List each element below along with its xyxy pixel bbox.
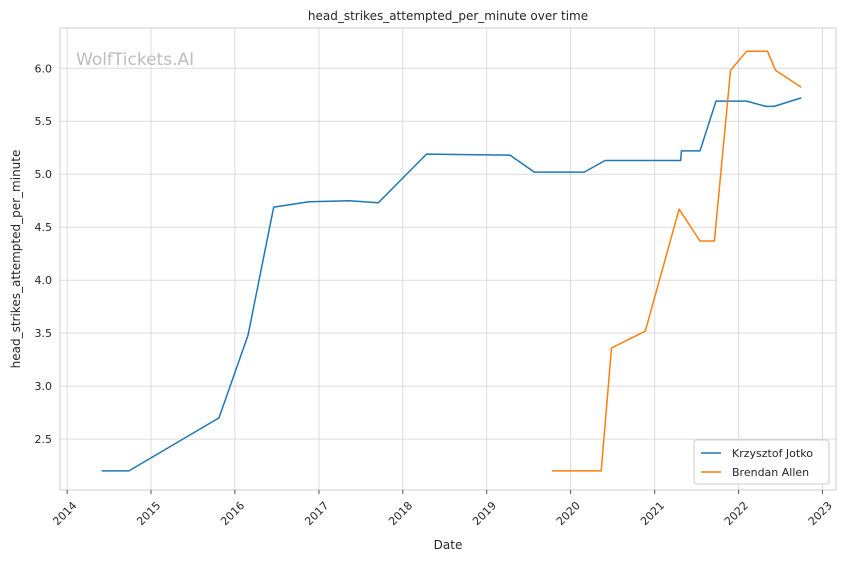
x-axis-ticks: 2014 2015 2016 2017 2018 2019 2020 2021 2022 2023 xyxy=(50,490,835,528)
series-line-1 xyxy=(552,50,802,472)
plot-frame xyxy=(59,27,837,491)
x-tick-label: 2017 xyxy=(302,499,331,528)
legend: Krzysztof Jotko Brendan Allen xyxy=(693,439,830,485)
grid xyxy=(60,28,836,490)
y-tick-label: 3.5 xyxy=(35,327,53,340)
x-tick-label: 2023 xyxy=(806,499,835,528)
x-tick-label: 2015 xyxy=(134,499,163,528)
x-tick-label: 2022 xyxy=(722,499,751,528)
x-axis-title: Date xyxy=(434,538,463,552)
y-axis-ticks: 2.5 3.0 3.5 4.0 4.5 5.0 5.5 6.0 xyxy=(35,62,53,446)
chart-title: head_strikes_attempted_per_minute over t… xyxy=(308,9,588,23)
legend-label: Krzysztof Jotko xyxy=(732,447,813,460)
y-tick-label: 2.5 xyxy=(35,433,53,446)
x-tick-label: 2014 xyxy=(50,499,79,528)
legend-label: Brendan Allen xyxy=(732,466,809,479)
watermark: WolfTickets.AI xyxy=(76,50,194,70)
plot-area xyxy=(60,28,836,490)
y-tick-label: 5.0 xyxy=(35,168,53,181)
x-tick-label: 2018 xyxy=(386,499,415,528)
y-axis-title: head_strikes_attempted_per_minute xyxy=(9,150,23,369)
series-line-0 xyxy=(101,97,802,472)
legend-box xyxy=(693,439,830,485)
x-tick-label: 2019 xyxy=(470,499,499,528)
y-tick-label: 3.0 xyxy=(35,380,53,393)
x-tick-label: 2016 xyxy=(218,499,247,528)
y-tick-label: 4.0 xyxy=(35,274,53,287)
y-tick-label: 5.5 xyxy=(35,115,53,128)
y-tick-label: 4.5 xyxy=(35,221,53,234)
x-tick-label: 2020 xyxy=(554,499,583,528)
y-tick-label: 6.0 xyxy=(35,62,53,75)
series-lines xyxy=(101,50,802,472)
x-tick-label: 2021 xyxy=(638,499,667,528)
